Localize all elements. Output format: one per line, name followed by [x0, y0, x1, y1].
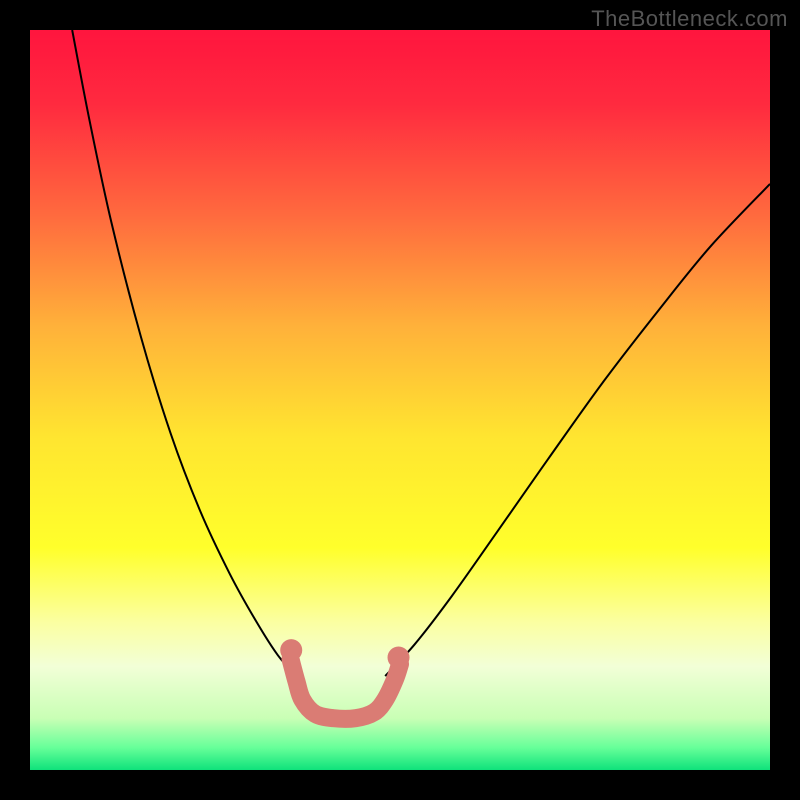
- valley-dot-0: [280, 639, 302, 661]
- bottleneck-chart: [0, 0, 800, 800]
- chart-frame: TheBottleneck.com: [0, 0, 800, 800]
- valley-dot-1: [388, 647, 410, 669]
